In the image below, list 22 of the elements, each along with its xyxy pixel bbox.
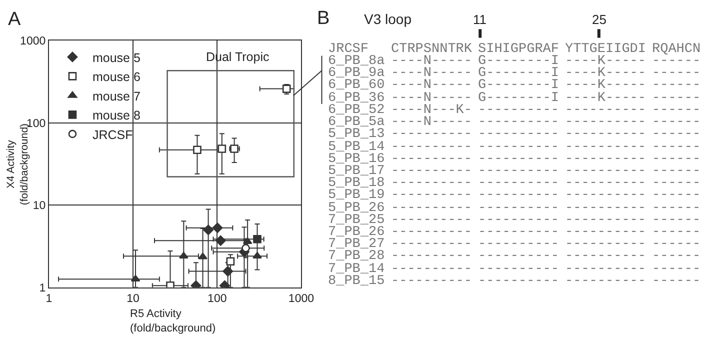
text: 7_PB_28 ---------- ---------- ---------- ------ — [328, 249, 701, 264]
x-tick-label: 100 — [208, 293, 227, 306]
legend-label: mouse 6 — [92, 70, 140, 84]
text: 11 — [473, 12, 486, 27]
text: 6_PB_60 ----N----- G--------I ----K----- ------ — [328, 78, 701, 93]
text: 8_PB_15 ---------- ---------- ---------- ------ — [328, 274, 701, 289]
y-tick-label: 10 — [32, 200, 46, 212]
text: B — [317, 8, 330, 29]
x-tick-label: 10 — [126, 293, 140, 306]
legend-label: JRCSF — [92, 128, 134, 142]
text: 25 — [592, 12, 606, 27]
text: 5_PB_19 ---------- ---------- ---------- ------ — [328, 188, 701, 203]
text: A — [8, 9, 21, 30]
legend-label: mouse 5 — [92, 50, 140, 65]
x-tick-label: 1000 — [288, 293, 314, 306]
text: 5_PB_13 ---------- ---------- ---------- ------ — [328, 127, 701, 142]
legend-label: mouse 8 — [92, 108, 140, 123]
legend-label: mouse 7 — [92, 89, 140, 104]
y-tick-label: 1 — [39, 282, 46, 294]
text: V3 loop — [364, 11, 412, 27]
x-axis-title: R5 Activity (fold/background) — [130, 308, 216, 334]
y-tick-label: 1000 — [20, 36, 46, 48]
